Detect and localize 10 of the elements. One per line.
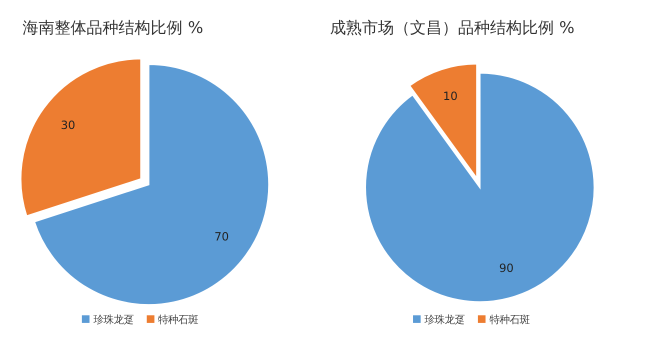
chart-title: 成熟市场（文昌）品种结构比例 % [330, 18, 575, 37]
data-label: 30 [60, 118, 76, 132]
data-label: 10 [443, 88, 458, 103]
chart-title: 海南整体品种结构比例 % [22, 18, 204, 37]
legend-label: 珍珠龙趸 [93, 314, 134, 326]
legend-label: 珍珠龙趸 [424, 314, 464, 326]
legend-label: 特种石斑 [158, 314, 198, 326]
data-label: 90 [499, 261, 514, 276]
data-label: 70 [214, 230, 229, 244]
legend-label: 特种石斑 [489, 314, 530, 326]
